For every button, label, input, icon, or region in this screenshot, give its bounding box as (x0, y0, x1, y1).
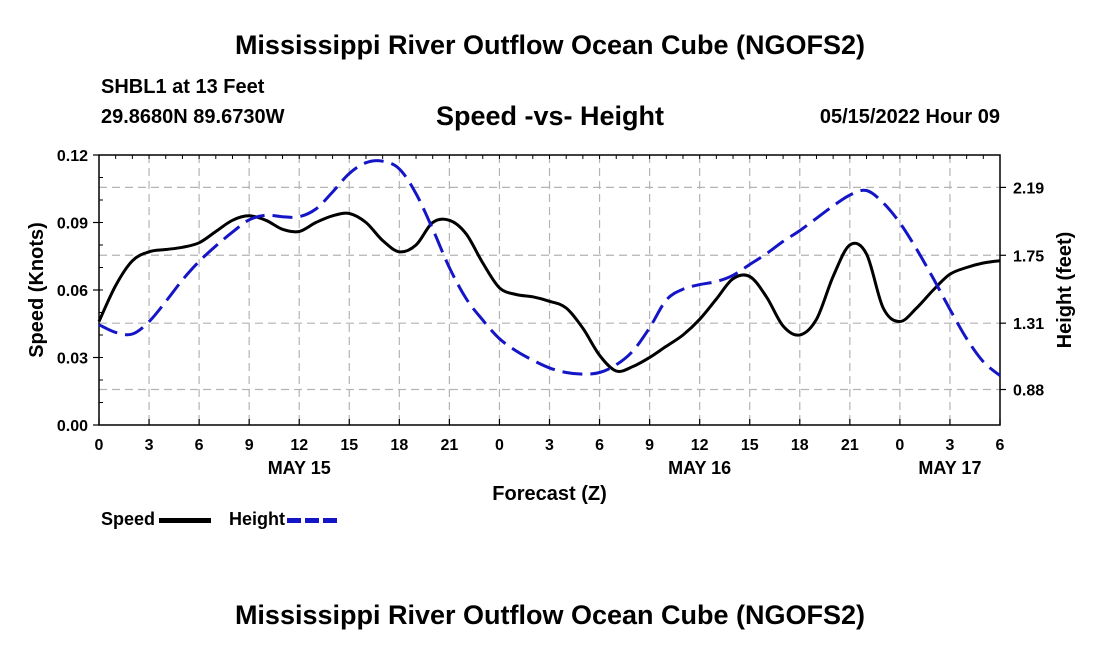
x-tick-label: 6 (595, 437, 604, 454)
x-tick-label: 15 (741, 437, 759, 454)
speed-height-chart: 0 3 6 9 12 15 18 21 0 3 6 9 12 15 18 21 0 3 6 MAY 15 MAY 16 M… (26, 148, 1076, 505)
legend-height-swatch (287, 517, 340, 523)
x-tick-label: 15 (340, 437, 358, 454)
x-tick-label: 18 (791, 437, 809, 454)
legend-speed-label: Speed (101, 509, 156, 529)
date-label: MAY 15 (268, 458, 331, 478)
y-tick-label: 0.06 (57, 283, 88, 300)
x-tick-label: 9 (645, 437, 654, 454)
x-tick-label: 12 (290, 437, 308, 454)
height-series-line (98, 159, 1001, 377)
coordinates-label: 29.8680N 89.6730W (101, 106, 285, 128)
grid-lines (99, 155, 1000, 425)
x-tick-label: 21 (841, 437, 859, 454)
x-tick-label: 12 (691, 437, 709, 454)
x-tick-label: 0 (895, 437, 904, 454)
x-tick-label: 21 (440, 437, 458, 454)
x-tick-label: 9 (245, 437, 254, 454)
x-tick-label: 18 (390, 437, 408, 454)
station-label: SHBL1 at 13 Feet (101, 76, 265, 98)
axis-labels: 0 3 6 9 12 15 18 21 0 3 6 9 12 15 18 21 0 3 6 MAY 15 MAY 16 M… (57, 148, 1044, 478)
y-tick-label: 0.12 (57, 148, 88, 165)
legend-speed-swatch (159, 517, 212, 523)
chart-title: Speed -vs- Height (435, 101, 665, 131)
date-label: MAY 17 (918, 458, 981, 478)
top-title: Mississippi River Outflow Ocean Cube (NG… (234, 30, 866, 60)
run-time-label: 05/15/2022 Hour 09 (819, 106, 1000, 128)
y2-tick-label: 0.88 (1013, 383, 1044, 400)
y2-axis-title: Height (feet) (1054, 232, 1076, 349)
x-tick-label: 3 (545, 437, 554, 454)
x-tick-label: 0 (495, 437, 504, 454)
legend: Speed Height (101, 509, 340, 530)
bottom-title: Mississippi River Outflow Ocean Cube (NG… (234, 600, 866, 630)
y-axis-title: Speed (Knots) (26, 222, 48, 358)
x-axis-title: Forecast (Z) (492, 483, 606, 505)
y-tick-label: 0.00 (57, 418, 88, 435)
x-tick-label: 3 (145, 437, 154, 454)
y-tick-label: 0.09 (57, 216, 88, 233)
date-label: MAY 16 (668, 458, 731, 478)
x-tick-label: 3 (945, 437, 954, 454)
x-tick-label: 6 (996, 437, 1005, 454)
y-tick-label: 0.03 (57, 351, 88, 368)
x-tick-label: 6 (195, 437, 204, 454)
speed-series-line (97, 211, 1001, 373)
y2-tick-label: 2.19 (1013, 180, 1044, 197)
legend-height-label: Height (229, 509, 286, 529)
y2-tick-label: 1.75 (1013, 248, 1044, 265)
x-tick-label: 0 (95, 437, 104, 454)
y2-tick-label: 1.31 (1013, 316, 1044, 333)
